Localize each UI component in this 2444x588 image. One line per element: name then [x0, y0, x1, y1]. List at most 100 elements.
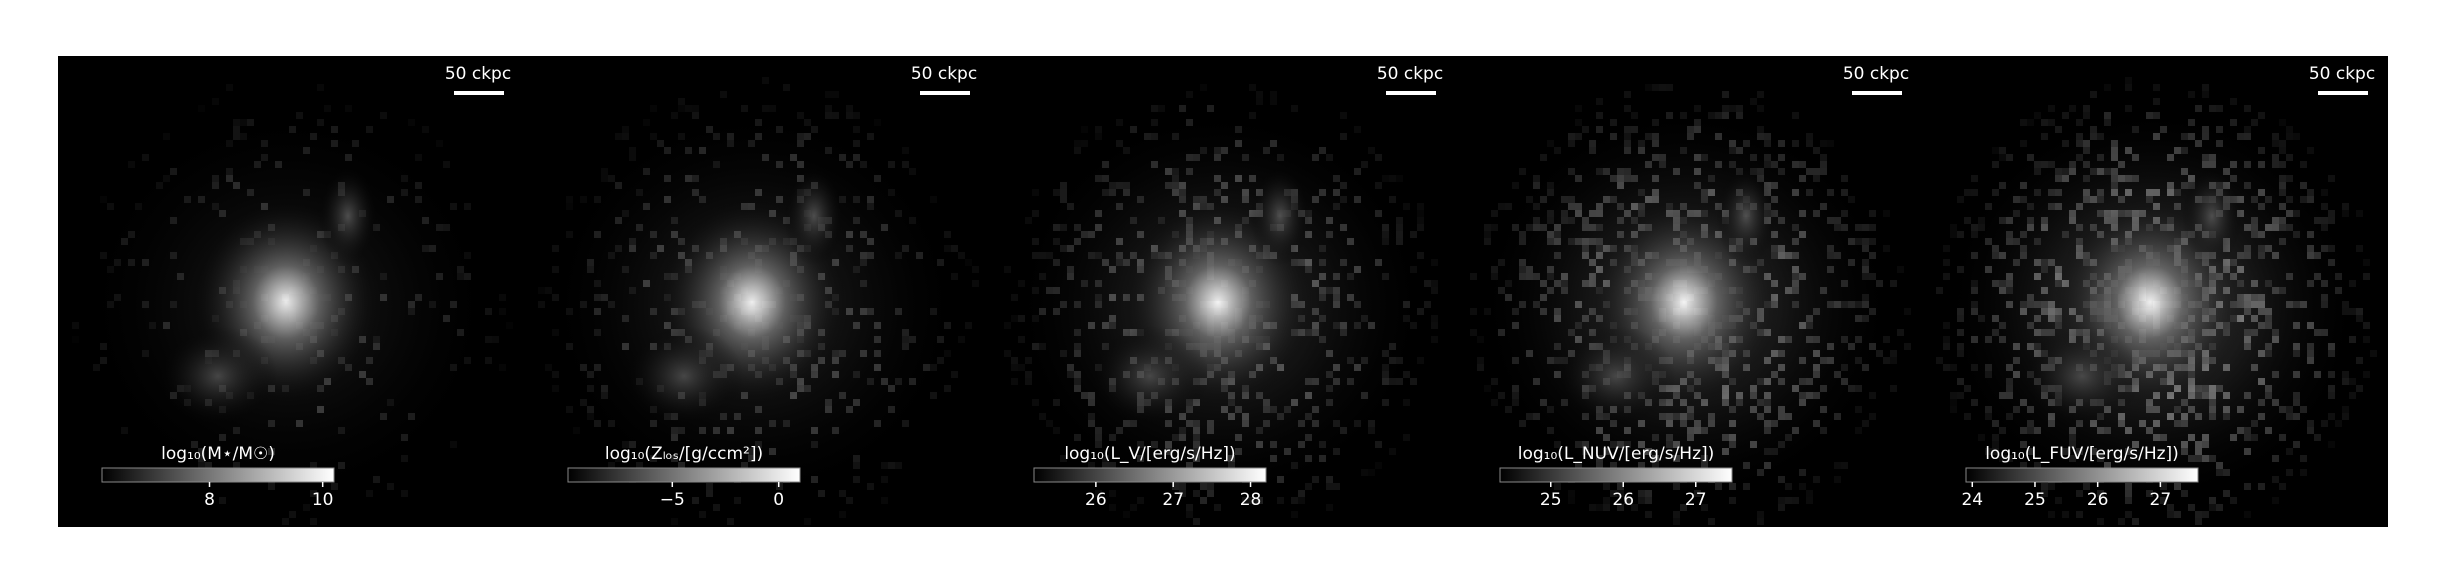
pixel: [2307, 196, 2314, 203]
pixel: [1624, 140, 1631, 147]
pixel: [2069, 217, 2076, 224]
pixel: [2265, 392, 2272, 399]
pixel: [1964, 217, 1971, 224]
pixel: [2321, 203, 2328, 210]
pixel: [1060, 224, 1067, 231]
pixel: [860, 280, 867, 287]
pixel: [1617, 441, 1624, 448]
pixel: [1186, 91, 1193, 98]
pixel: [2020, 231, 2027, 238]
pixel: [464, 273, 471, 280]
pixel: [1179, 105, 1186, 112]
pixel: [2069, 210, 2076, 217]
pixel: [2272, 287, 2279, 294]
pixel: [450, 301, 457, 308]
pixel: [594, 196, 601, 203]
pixel: [1095, 427, 1102, 434]
pixel: [1326, 399, 1333, 406]
pixel: [1032, 287, 1039, 294]
pixel: [650, 455, 657, 462]
pixel: [1568, 203, 1575, 210]
pixel: [1165, 448, 1172, 455]
pixel: [867, 238, 874, 245]
pixel: [1957, 350, 1964, 357]
pixel: [1568, 490, 1575, 497]
pixel: [2258, 308, 2265, 315]
pixel: [2195, 441, 2202, 448]
pixel: [937, 357, 944, 364]
pixel: [2181, 133, 2188, 140]
pixel: [198, 462, 205, 469]
pixel: [1827, 252, 1834, 259]
colorbar-tick-label: 26: [2087, 490, 2109, 510]
pixel: [629, 245, 636, 252]
pixel: [240, 133, 247, 140]
pixel: [1813, 210, 1820, 217]
pixel: [1018, 336, 1025, 343]
pixel: [1186, 154, 1193, 161]
pixel: [184, 196, 191, 203]
pixel: [958, 336, 965, 343]
pixel: [734, 413, 741, 420]
pixel: [2020, 399, 2027, 406]
pixel: [804, 385, 811, 392]
pixel: [2034, 273, 2041, 280]
pixel: [1347, 273, 1354, 280]
pixel: [867, 483, 874, 490]
pixel: [1116, 259, 1123, 266]
pixel: [1039, 343, 1046, 350]
pixel: [1095, 441, 1102, 448]
pixel: [2279, 434, 2286, 441]
pixel: [1652, 196, 1659, 203]
pixel: [1736, 392, 1743, 399]
pixel: [1855, 315, 1862, 322]
pixel: [1778, 413, 1785, 420]
pixel: [1116, 238, 1123, 245]
pixel: [2181, 490, 2188, 497]
pixel: [853, 322, 860, 329]
pixel: [1193, 441, 1200, 448]
pixel: [2090, 91, 2097, 98]
pixel: [2286, 210, 2293, 217]
pixel: [1235, 126, 1242, 133]
pixel: [650, 231, 657, 238]
pixel: [2209, 161, 2216, 168]
pixel: [930, 364, 937, 371]
pixel: [1708, 413, 1715, 420]
pixel: [2048, 203, 2055, 210]
pixel: [1088, 231, 1095, 238]
pixel: [1638, 140, 1645, 147]
pixel: [1841, 189, 1848, 196]
pixel: [1568, 238, 1575, 245]
pixel: [1862, 259, 1869, 266]
pixel: [408, 301, 415, 308]
pixel: [2363, 259, 2370, 266]
pixel: [1554, 252, 1561, 259]
pixel: [1186, 119, 1193, 126]
pixel: [2048, 161, 2055, 168]
pixel: [2258, 147, 2265, 154]
pixel: [1771, 196, 1778, 203]
pixel: [2251, 294, 2258, 301]
pixel: [1361, 315, 1368, 322]
scale-bar-label: 50 ckpc: [2309, 64, 2375, 84]
pixel: [1813, 168, 1820, 175]
pixel: [1771, 371, 1778, 378]
pixel: [2265, 350, 2272, 357]
pixel: [1004, 350, 1011, 357]
pixel: [2013, 343, 2020, 350]
pixel: [811, 427, 818, 434]
pixel: [450, 364, 457, 371]
pixel: [1862, 266, 1869, 273]
pixel: [2272, 224, 2279, 231]
pixel: [2167, 182, 2174, 189]
pixel: [1554, 308, 1561, 315]
pixel: [1519, 273, 1526, 280]
pixel: [331, 126, 338, 133]
pixel: [1715, 112, 1722, 119]
pixel: [965, 259, 972, 266]
pixel: [212, 182, 219, 189]
pixel: [2363, 336, 2370, 343]
pixel: [1978, 434, 1985, 441]
pixel: [825, 147, 832, 154]
